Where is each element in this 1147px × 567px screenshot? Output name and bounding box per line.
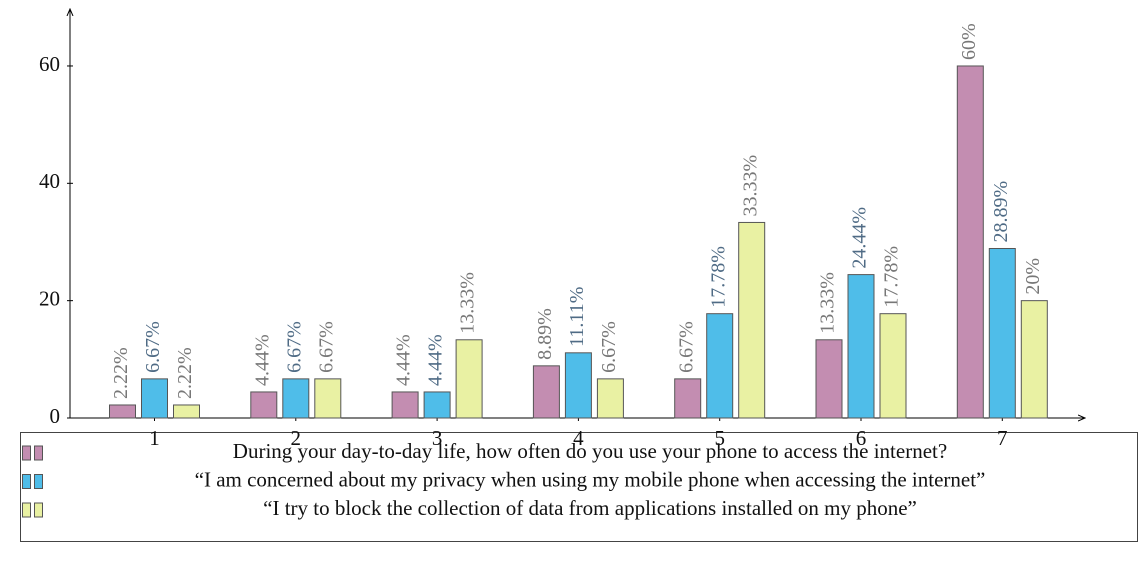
bar — [282, 378, 310, 419]
bar — [988, 247, 1016, 419]
bar — [141, 378, 168, 419]
data-label: 6.67% — [675, 321, 697, 373]
data-label: 4.44% — [393, 334, 415, 386]
data-label: 6.67% — [283, 321, 305, 373]
bar — [879, 313, 907, 419]
legend-label: “I try to block the collection of data f… — [263, 496, 917, 520]
x-tick-label: 4 — [573, 426, 584, 450]
legend-swatch — [22, 474, 31, 489]
legend-swatch — [22, 502, 31, 518]
legend-swatch — [34, 502, 43, 518]
data-label: 2.22% — [174, 347, 196, 399]
bar — [706, 313, 734, 419]
data-label: 8.89% — [534, 308, 556, 360]
bar — [391, 391, 419, 419]
data-label: 11.11% — [566, 287, 588, 347]
bar — [564, 352, 592, 419]
x-tick-label: 7 — [997, 426, 1008, 450]
bar — [1020, 300, 1048, 419]
data-label: 13.33% — [457, 272, 479, 334]
legend-label: “I am concerned about my privacy when us… — [195, 467, 986, 491]
data-label: 13.33% — [817, 272, 839, 334]
data-label: 24.44% — [849, 207, 871, 269]
legend-label: During your day-to-day life, how often d… — [233, 439, 947, 463]
data-label: 33.33% — [739, 155, 761, 217]
data-label: 17.78% — [881, 246, 903, 308]
bar — [173, 404, 200, 419]
x-tick-label: 5 — [714, 426, 725, 450]
y-tick-label: 0 — [50, 404, 61, 428]
bar — [455, 339, 483, 419]
bar — [314, 378, 342, 419]
y-tick-label: 40 — [39, 169, 60, 193]
data-label: 17.78% — [707, 246, 729, 308]
x-tick-label: 2 — [291, 426, 302, 450]
bar — [532, 365, 560, 419]
x-tick-label: 1 — [149, 426, 160, 450]
bar — [738, 221, 766, 419]
x-tick-label: 6 — [856, 426, 867, 450]
legend-swatch — [22, 445, 31, 461]
bar — [674, 378, 702, 419]
data-label: 60% — [958, 23, 980, 60]
data-label: 4.44% — [251, 334, 273, 386]
data-label: 4.44% — [425, 334, 447, 386]
bar — [815, 339, 843, 419]
bar — [423, 391, 451, 419]
data-label: 6.67% — [315, 321, 337, 373]
legend-swatch — [34, 474, 43, 489]
y-tick-label: 60 — [39, 52, 60, 76]
bar — [109, 404, 136, 419]
legend-box — [20, 432, 1138, 542]
data-label: 28.89% — [990, 181, 1012, 243]
legend-swatch — [34, 445, 43, 461]
y-tick-label: 20 — [39, 286, 60, 310]
bar — [956, 65, 984, 419]
bar — [596, 378, 624, 419]
data-label: 6.67% — [598, 321, 620, 373]
bar — [250, 391, 278, 419]
data-label: 2.22% — [110, 347, 132, 399]
data-label: 6.67% — [142, 321, 164, 373]
data-label: 20% — [1022, 258, 1044, 295]
bar — [847, 274, 875, 419]
x-tick-label: 3 — [432, 426, 443, 450]
